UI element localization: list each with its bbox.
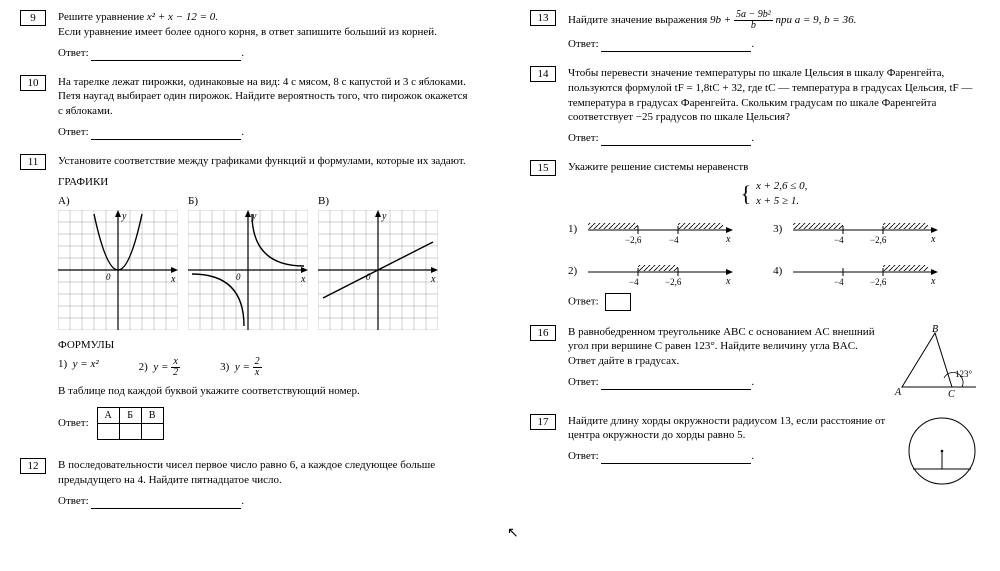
p9-equation: x² + x − 12 = 0. bbox=[147, 11, 218, 23]
graph-c: В) 0 x y bbox=[318, 194, 438, 331]
svg-text:y: y bbox=[381, 211, 387, 222]
p15-text: Укажите решение системы неравенств bbox=[568, 160, 980, 175]
svg-text:y: y bbox=[121, 211, 127, 222]
left-column: 9 Решите уравнение x² + x − 12 = 0. Если… bbox=[20, 10, 470, 523]
formulas-title: ФОРМУЛЫ bbox=[58, 338, 470, 353]
option-3: 3) −4 −2,6 x bbox=[773, 215, 938, 245]
answer-label: Ответ: bbox=[58, 416, 89, 431]
answer-field[interactable] bbox=[601, 378, 751, 390]
problem-number: 12 bbox=[20, 458, 46, 474]
svg-text:0: 0 bbox=[236, 272, 241, 282]
p17-text: Найдите длину хорды окружности радиусом … bbox=[568, 414, 895, 444]
answer-field[interactable] bbox=[91, 128, 241, 140]
svg-text:−2,6: −2,6 bbox=[870, 235, 887, 245]
problem-14: 14 Чтобы перевести значение температуры … bbox=[530, 66, 980, 146]
graph-b-svg: 0 x y bbox=[188, 210, 308, 330]
table-cell[interactable] bbox=[119, 424, 141, 440]
formula-1: 1) y = x² bbox=[58, 357, 99, 378]
answer-label: Ответ: bbox=[568, 376, 599, 388]
problem-number: 9 bbox=[20, 10, 46, 26]
problem-9: 9 Решите уравнение x² + x − 12 = 0. Если… bbox=[20, 10, 470, 61]
inequality-options: 1) −2,6 −4 x bbox=[568, 215, 980, 287]
svg-text:x: x bbox=[725, 276, 731, 287]
svg-text:A: A bbox=[894, 387, 902, 398]
svg-text:0: 0 bbox=[106, 272, 111, 282]
answer-field[interactable] bbox=[601, 40, 751, 52]
answer-label: Ответ: bbox=[568, 295, 599, 307]
answer-table: А Б В bbox=[97, 407, 164, 440]
problem-15: 15 Укажите решение системы неравенств { … bbox=[530, 160, 980, 311]
right-column: 13 Найдите значение выражения 9b + 5a − … bbox=[530, 10, 980, 523]
graph-b: Б) 0 x y bbox=[188, 194, 308, 331]
problem-13: 13 Найдите значение выражения 9b + 5a − … bbox=[530, 10, 980, 52]
svg-text:x: x bbox=[430, 274, 436, 285]
svg-text:−4: −4 bbox=[834, 235, 844, 245]
answer-label: Ответ: bbox=[568, 132, 599, 144]
problem-number: 14 bbox=[530, 66, 556, 82]
answer-field[interactable] bbox=[601, 452, 751, 464]
problem-17: 17 Найдите длину хорды окружности радиус… bbox=[530, 414, 980, 489]
svg-text:B: B bbox=[932, 325, 938, 335]
problem-number: 17 bbox=[530, 414, 556, 430]
svg-text:−2,6: −2,6 bbox=[870, 277, 887, 287]
svg-text:x: x bbox=[725, 234, 731, 245]
triangle-figure: B A C 123° bbox=[890, 325, 980, 400]
problem-12: 12 В последовательности чисел первое чис… bbox=[20, 458, 470, 509]
svg-text:−4: −4 bbox=[629, 277, 639, 287]
p12-text: В последовательности чисел первое число … bbox=[58, 458, 470, 488]
p9-text1: Решите уравнение bbox=[58, 11, 147, 23]
svg-text:x: x bbox=[170, 274, 176, 285]
p13-post: при a = 9, b = 36. bbox=[775, 14, 856, 26]
svg-text:x: x bbox=[300, 274, 306, 285]
p11-note: В таблице под каждой буквой укажите соот… bbox=[58, 384, 470, 399]
svg-text:−2,6: −2,6 bbox=[625, 235, 642, 245]
option-4: 4) −4 −2,6 x bbox=[773, 257, 938, 287]
answer-label: Ответ: bbox=[58, 495, 89, 507]
p16-text: В равнобедренном треугольнике ABC с осно… bbox=[568, 325, 880, 370]
svg-text:−4: −4 bbox=[669, 235, 679, 245]
svg-text:x: x bbox=[930, 276, 936, 287]
option-1: 1) −2,6 −4 x bbox=[568, 215, 733, 245]
answer-label: Ответ: bbox=[568, 450, 599, 462]
p14-text: Чтобы перевести значение температуры по … bbox=[568, 66, 980, 125]
problem-number: 10 bbox=[20, 75, 46, 91]
p10-text: На тарелке лежат пирожки, одинаковые на … bbox=[58, 75, 470, 120]
problem-number: 11 bbox=[20, 154, 46, 170]
problem-11: 11 Установите соответствие между графика… bbox=[20, 154, 470, 444]
problem-number: 16 bbox=[530, 325, 556, 341]
svg-text:123°: 123° bbox=[955, 369, 973, 379]
p9-text2: Если уравнение имеет более одного корня,… bbox=[58, 25, 470, 40]
answer-field[interactable] bbox=[91, 49, 241, 61]
graph-a: А) 0 x y bbox=[58, 194, 178, 331]
table-cell[interactable] bbox=[97, 424, 119, 440]
formula-2: 2) y = x 2 bbox=[139, 357, 180, 378]
p13-main: 9b + bbox=[710, 14, 734, 26]
formula-3: 3) y = 2 x bbox=[220, 357, 261, 378]
problem-number: 13 bbox=[530, 10, 556, 26]
circle-figure bbox=[905, 414, 980, 489]
p13-pre: Найдите значение выражения bbox=[568, 14, 710, 26]
problem-16: 16 В равнобедренном треугольнике ABC с о… bbox=[530, 325, 980, 400]
table-cell[interactable] bbox=[141, 424, 163, 440]
graphs-title: ГРАФИКИ bbox=[58, 175, 470, 190]
answer-label: Ответ: bbox=[568, 38, 599, 50]
svg-text:x: x bbox=[930, 234, 936, 245]
answer-field[interactable] bbox=[91, 497, 241, 509]
svg-text:C: C bbox=[948, 389, 955, 400]
problem-number: 15 bbox=[530, 160, 556, 176]
p11-text: Установите соответствие между графиками … bbox=[58, 154, 470, 169]
graph-c-svg: 0 x y bbox=[318, 210, 438, 330]
svg-text:−2,6: −2,6 bbox=[665, 277, 682, 287]
mouse-cursor-icon: ↖ bbox=[507, 525, 519, 544]
graph-a-svg: 0 x y bbox=[58, 210, 178, 330]
problem-10: 10 На тарелке лежат пирожки, одинаковые … bbox=[20, 75, 470, 140]
answer-field[interactable] bbox=[601, 134, 751, 146]
answer-label: Ответ: bbox=[58, 47, 89, 59]
answer-box[interactable] bbox=[605, 293, 631, 311]
option-2: 2) −4 −2,6 x bbox=[568, 257, 733, 287]
answer-label: Ответ: bbox=[58, 126, 89, 138]
svg-text:−4: −4 bbox=[834, 277, 844, 287]
